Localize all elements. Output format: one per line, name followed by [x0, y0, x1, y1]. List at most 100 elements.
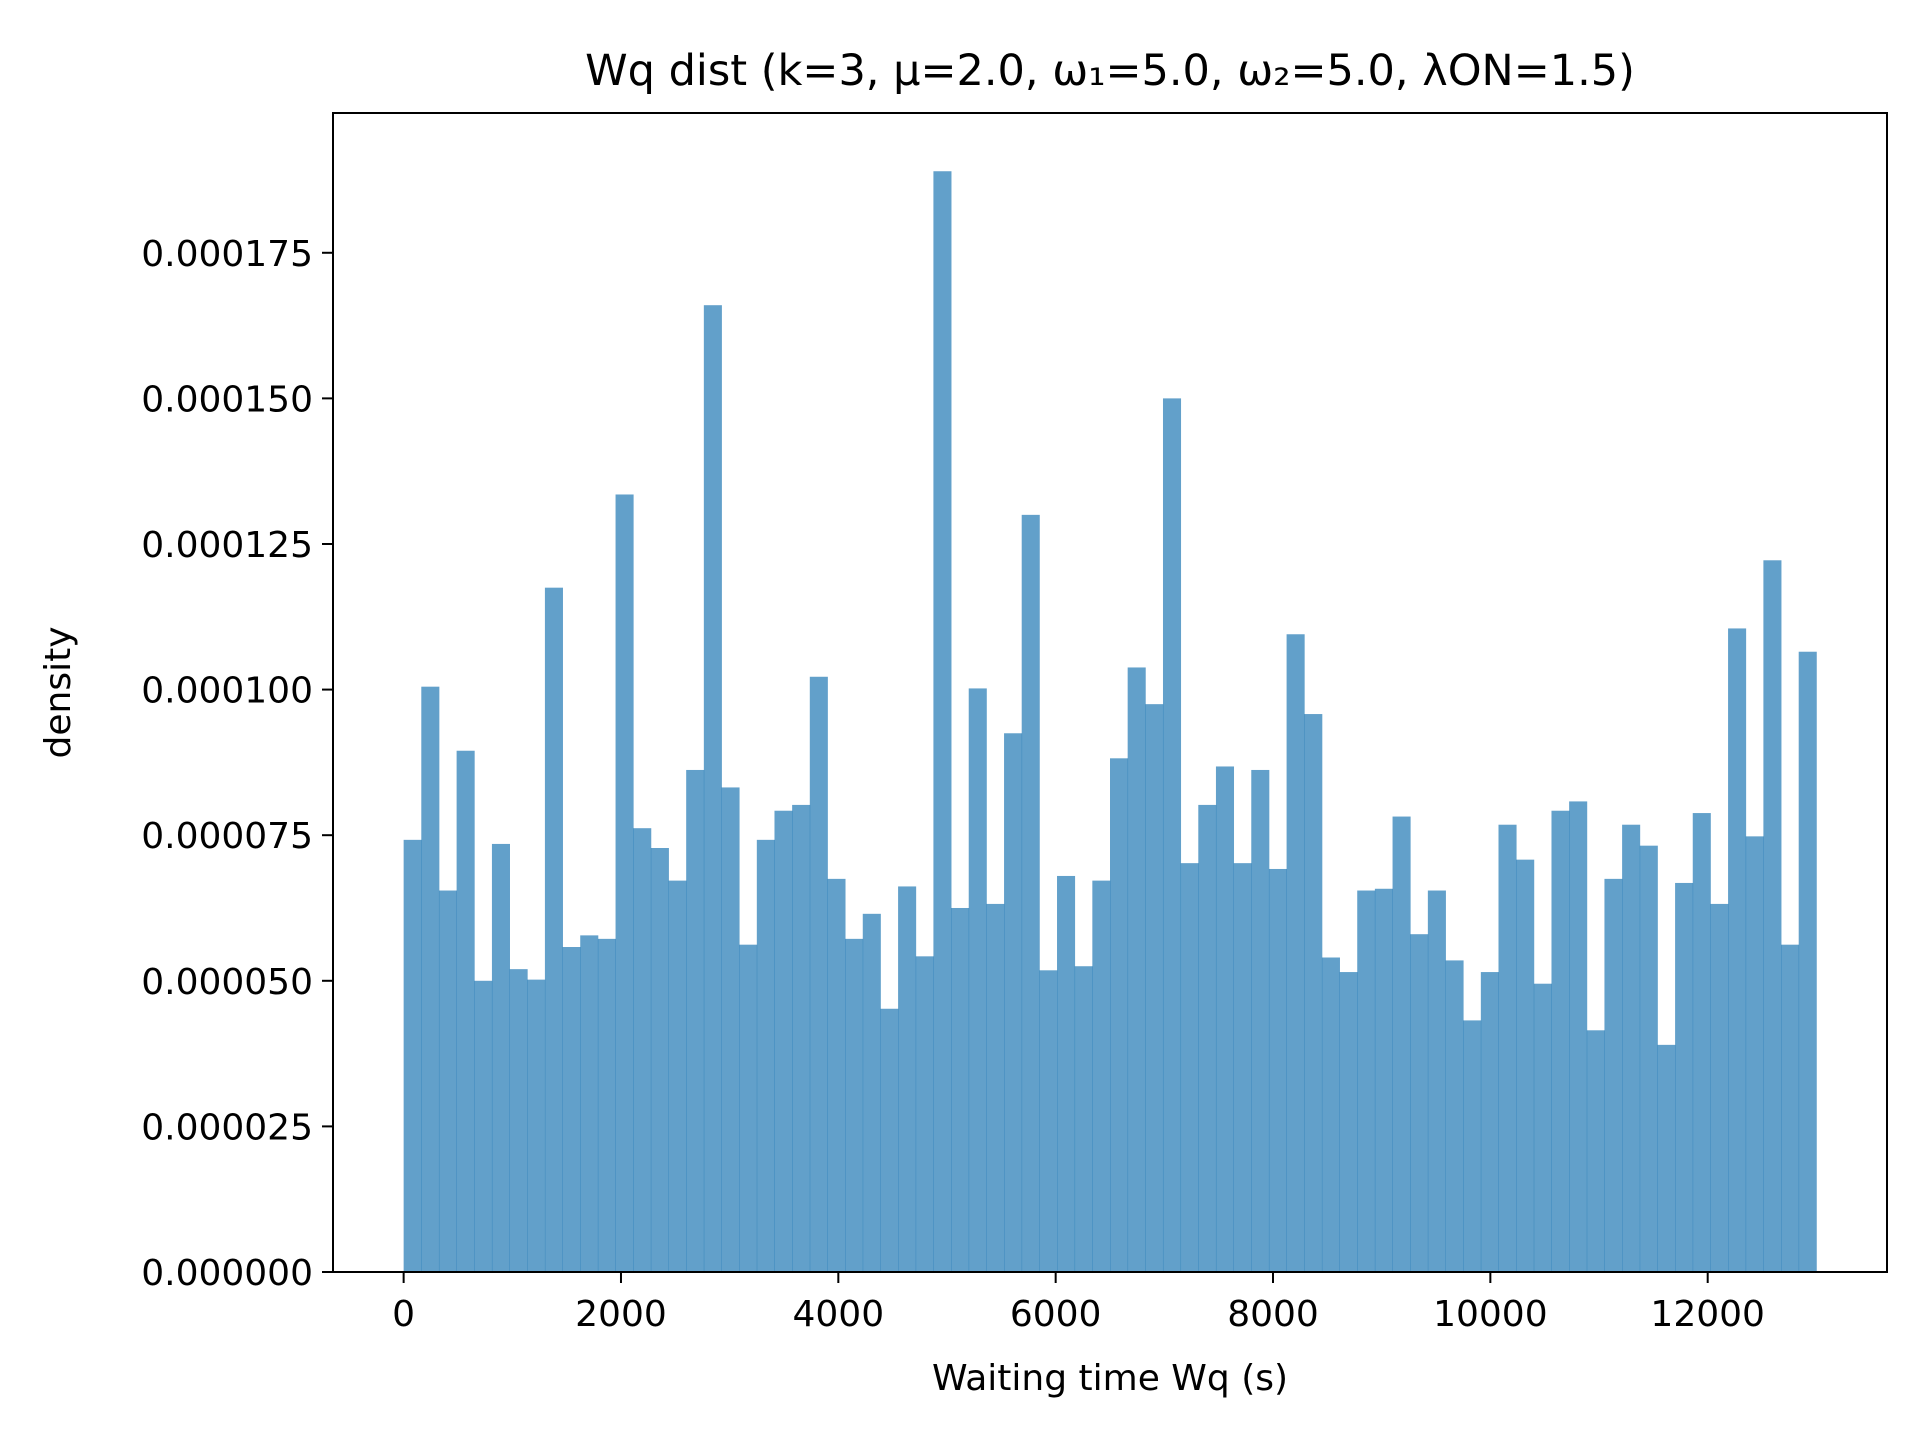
plot-frame: [332, 112, 1888, 1273]
y-tick-label: 0.000175: [141, 234, 313, 275]
histogram-bar: [1092, 880, 1111, 1272]
histogram-bar: [1021, 514, 1040, 1272]
histogram-bar: [1180, 863, 1199, 1272]
histogram-bar: [1268, 868, 1287, 1272]
histogram-bar: [1410, 934, 1429, 1272]
x-tick-label: 8000: [1227, 1294, 1319, 1335]
histogram-bar: [1374, 888, 1393, 1272]
histogram-bar: [1392, 816, 1411, 1272]
x-tick-label: 12000: [1650, 1294, 1765, 1335]
y-tick-label: 0.000075: [141, 816, 313, 857]
histogram-bar: [1480, 972, 1499, 1272]
histogram-bar: [827, 878, 846, 1272]
histogram-bar: [474, 980, 493, 1272]
histogram-bar: [862, 913, 881, 1272]
histogram-bar: [721, 787, 740, 1272]
histogram-bar: [527, 979, 546, 1272]
histogram-bar: [880, 1008, 899, 1272]
histogram-bar: [1339, 972, 1358, 1272]
histogram-bar: [774, 810, 793, 1272]
histogram-bar: [915, 956, 934, 1272]
histogram-bar: [1622, 824, 1641, 1272]
x-tick-label: 10000: [1433, 1294, 1548, 1335]
histogram-bar: [703, 305, 722, 1272]
histogram-bar: [438, 890, 458, 1272]
histogram-bar: [615, 494, 634, 1273]
histogram-bar: [1745, 836, 1764, 1272]
chart-title: Wq dist (k=3, μ=2.0, ω₁=5.0, ω₂=5.0, λON…: [585, 46, 1635, 96]
x-axis-label: Waiting time Wq (s): [932, 1358, 1288, 1399]
histogram-bar: [1781, 944, 1800, 1272]
x-tick-label: 4000: [793, 1294, 885, 1335]
histogram-bar: [1763, 560, 1782, 1272]
x-tick-label: 6000: [1010, 1294, 1102, 1335]
histogram-bar: [580, 935, 599, 1272]
histogram-bar: [544, 587, 563, 1272]
histogram-bar: [1498, 824, 1517, 1272]
histogram-bar: [1798, 651, 1817, 1272]
histogram-bar: [1233, 863, 1252, 1272]
x-tick-label: 2000: [575, 1294, 667, 1335]
histogram-bar: [650, 848, 669, 1272]
histogram-bar: [1251, 769, 1270, 1272]
x-tick-label: 0: [392, 1294, 415, 1335]
histogram-bar: [633, 828, 652, 1272]
histogram-bar: [986, 903, 1005, 1272]
histogram-bar: [456, 750, 475, 1272]
histogram-bar: [756, 839, 775, 1272]
y-tick-label: 0.000125: [141, 525, 313, 566]
histogram-bar: [845, 938, 864, 1272]
histogram-bar: [1074, 966, 1093, 1272]
histogram-bar: [933, 171, 952, 1273]
histogram-bar: [1569, 801, 1588, 1272]
histogram-bar: [739, 944, 758, 1272]
histogram-bar: [1604, 878, 1623, 1272]
histogram-bar: [1357, 890, 1376, 1272]
y-tick-label: 0.000150: [141, 379, 313, 420]
histogram-bar: [1057, 875, 1076, 1272]
y-tick-label: 0.000000: [141, 1253, 313, 1294]
histogram-bar: [1286, 634, 1305, 1272]
y-axis-ticks: 0.000000 0.000025 0.000050 0.000075 0.000100…: [141, 234, 333, 1294]
histogram-bar: [403, 839, 422, 1272]
histogram-bar: [1516, 859, 1535, 1272]
histogram-bar: [668, 880, 687, 1272]
histogram-bar: [562, 947, 581, 1272]
histogram-bar: [968, 688, 987, 1272]
histogram-bar: [1657, 1044, 1676, 1272]
histogram-bar: [898, 886, 917, 1272]
y-tick-label: 0.000025: [141, 1107, 313, 1148]
histogram-bar: [1463, 1020, 1482, 1272]
histogram-bar: [686, 769, 705, 1272]
histogram-bar: [1427, 890, 1446, 1272]
histogram-bar: [1039, 970, 1058, 1272]
histogram-bar: [1586, 1030, 1605, 1272]
y-tick-label: 0.000100: [141, 671, 313, 712]
histogram-bar: [491, 843, 510, 1272]
histogram-bar: [1639, 845, 1658, 1272]
histogram-bar: [1551, 810, 1570, 1272]
histogram-bar: [1004, 733, 1023, 1272]
histogram-bar: [1304, 714, 1323, 1272]
histogram-bar: [597, 938, 616, 1272]
histogram-bar: [951, 907, 970, 1272]
histogram-bar: [1533, 983, 1552, 1272]
histogram-bar: [1110, 758, 1129, 1272]
y-axis-label: density: [38, 627, 79, 759]
histogram-bar: [421, 686, 440, 1272]
histogram-bar: [1127, 667, 1146, 1272]
histogram-bars: [403, 171, 1817, 1273]
histogram-bar: [1321, 957, 1340, 1272]
x-axis-ticks: 0 2000 4000 6000 8000 10000 12000: [392, 1272, 1765, 1335]
histogram-bar: [809, 676, 828, 1272]
histogram-bar: [792, 804, 811, 1272]
histogram-bar: [1675, 882, 1694, 1272]
histogram-bar: [1162, 398, 1182, 1272]
y-tick-label: 0.000050: [141, 962, 313, 1003]
histogram-bar: [1710, 903, 1729, 1272]
histogram-bar: [509, 969, 528, 1272]
histogram-bar: [1198, 804, 1217, 1272]
histogram-bar: [1145, 704, 1164, 1272]
